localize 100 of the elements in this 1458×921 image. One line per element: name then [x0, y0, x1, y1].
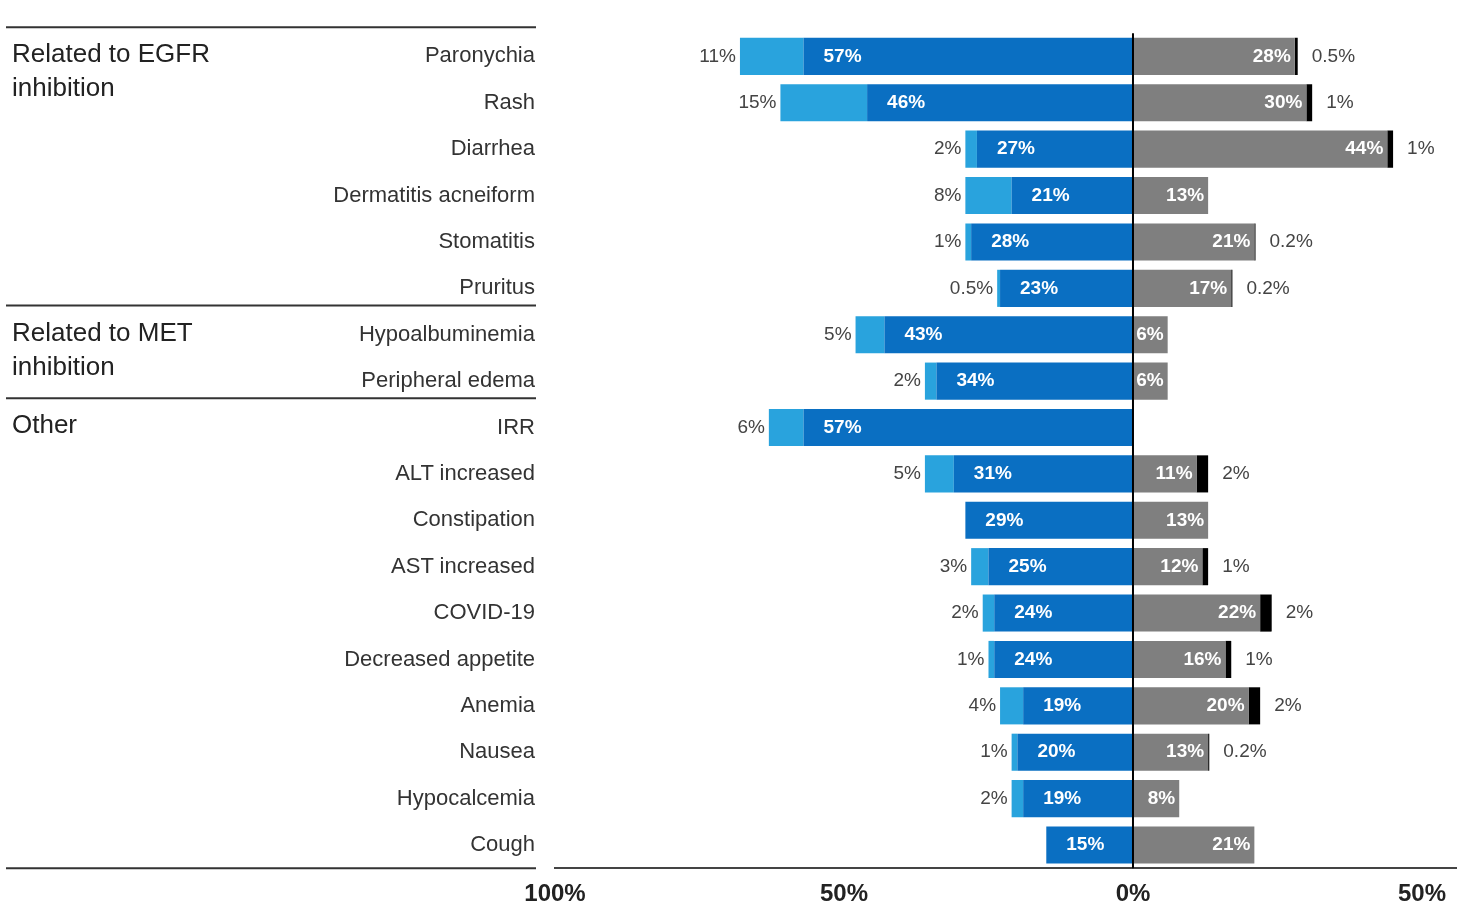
y-tick-label: Cough: [470, 831, 535, 857]
data-label: 0.2%: [1223, 740, 1267, 762]
data-label: 5%: [893, 462, 922, 484]
bar: [997, 269, 1001, 307]
data-label: 23%: [1020, 276, 1059, 298]
data-label: 2%: [893, 369, 922, 391]
bar: [1023, 780, 1133, 818]
y-tick-label: COVID-19: [433, 599, 535, 625]
data-label: 11%: [699, 44, 737, 66]
x-tick-label: 0%: [1115, 879, 1151, 907]
data-label: 8%: [933, 183, 962, 205]
y-tick-label: ALT increased: [395, 459, 535, 485]
data-label: 2%: [980, 786, 1008, 808]
data-label: 6%: [737, 415, 765, 437]
y-tick-label: Hypocalcemia: [396, 784, 536, 810]
data-label: 6%: [1136, 322, 1164, 344]
bar: [1000, 269, 1133, 307]
y-tick-label: Hypoalbuminemia: [358, 320, 536, 346]
y-tick-label: IRR: [497, 413, 535, 439]
data-label: 24%: [1014, 647, 1053, 669]
bar: [867, 84, 1133, 122]
data-label: 17%: [1189, 276, 1228, 298]
data-label: 2%: [1274, 694, 1302, 716]
data-label: 13%: [1166, 183, 1205, 205]
data-label: 2%: [1222, 462, 1250, 484]
data-label: 8%: [1147, 786, 1176, 808]
y-tick-label: Rash: [483, 88, 535, 114]
data-label: 20%: [1206, 694, 1245, 716]
bar: [1196, 455, 1209, 493]
data-label: 1%: [1326, 91, 1354, 113]
data-label: 15%: [738, 91, 777, 113]
data-label: 0.5%: [1311, 44, 1356, 66]
data-label: 21%: [1031, 183, 1070, 205]
data-label: 1%: [957, 647, 985, 669]
bar: [884, 316, 1133, 354]
data-label: 27%: [996, 137, 1036, 159]
bar: [924, 362, 937, 400]
bar: [1387, 130, 1394, 168]
bar: [780, 84, 868, 122]
bar: [936, 362, 1133, 400]
data-label: 43%: [904, 322, 943, 344]
text: Related to MET inhibition: [12, 316, 193, 381]
bar: [1306, 84, 1313, 122]
bar: [965, 223, 972, 261]
bar: [1132, 269, 1232, 307]
data-label: 1%: [1407, 137, 1435, 159]
bar: [1132, 84, 1307, 122]
text: Related to EGFR inhibition: [12, 38, 210, 103]
y-tick-label: Peripheral edema: [361, 367, 536, 393]
data-label: 5%: [824, 322, 852, 344]
bar: [768, 408, 804, 447]
x-tick-label: 50%: [819, 879, 869, 907]
data-label: 21%: [1212, 230, 1251, 252]
bar: [1202, 548, 1209, 586]
data-label: 1%: [933, 230, 962, 252]
bar: [1132, 130, 1388, 168]
x-tick-label: 50%: [1397, 879, 1447, 907]
bar: [1011, 177, 1133, 215]
bar: [803, 408, 1133, 447]
data-label: 34%: [956, 369, 995, 391]
x-tick-label: 100%: [524, 879, 586, 907]
data-label: 15%: [1066, 833, 1105, 855]
data-label: 0.5%: [949, 276, 994, 298]
y-tick-label: Diarrhea: [450, 135, 536, 161]
data-label: 1%: [1222, 554, 1250, 576]
y-tick-label: Nausea: [459, 738, 536, 764]
bar: [1132, 687, 1249, 725]
data-label: 28%: [1252, 44, 1291, 66]
y-tick-label: Anemia: [460, 691, 536, 717]
data-label: 20%: [1037, 740, 1076, 762]
bar: [1294, 37, 1298, 75]
y-tick-label: Dermatitis acneiform: [333, 181, 535, 207]
data-label: 28%: [991, 230, 1030, 252]
bar: [855, 316, 885, 354]
data-label: 11%: [1155, 462, 1193, 484]
y-tick-label: Decreased appetite: [344, 645, 535, 671]
data-label: 21%: [1212, 833, 1251, 855]
data-label: 3%: [939, 554, 968, 576]
data-label: 30%: [1264, 91, 1303, 113]
data-label: 1%: [980, 740, 1008, 762]
bar: [1011, 780, 1024, 818]
bar: [1132, 826, 1255, 864]
data-label: 2%: [1285, 601, 1314, 623]
data-label: 4%: [968, 694, 997, 716]
y-tick-label: Stomatitis: [438, 228, 535, 254]
data-label: 0.2%: [1246, 276, 1290, 298]
data-label: 2%: [933, 137, 962, 159]
bar: [739, 37, 804, 75]
bar: [1260, 594, 1272, 632]
y-tick-label: Paronychia: [424, 42, 536, 68]
text: Other: [12, 409, 78, 440]
bar: [1000, 687, 1024, 725]
data-label: 2%: [951, 601, 979, 623]
bar: [803, 37, 1133, 75]
bar: [953, 455, 1133, 493]
data-label: 12%: [1160, 554, 1199, 576]
data-label: 19%: [1043, 786, 1082, 808]
bar: [965, 130, 977, 168]
bar: [1046, 826, 1133, 864]
data-label: 16%: [1183, 647, 1222, 669]
